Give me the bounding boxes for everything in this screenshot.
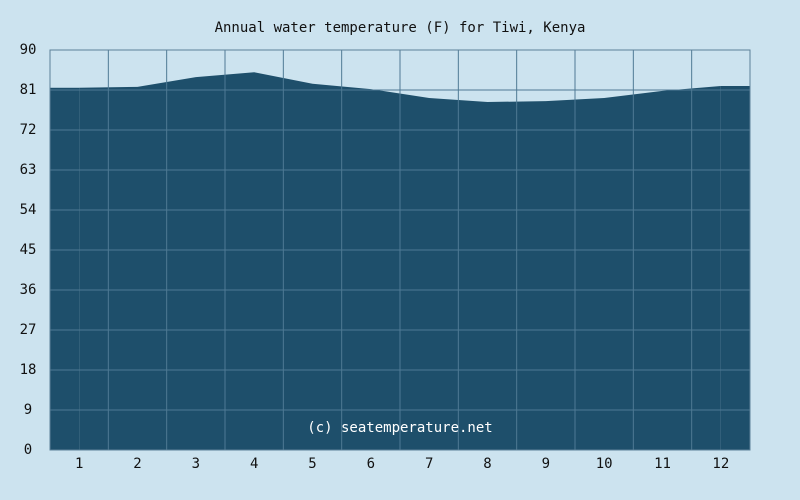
y-tick-label: 90 xyxy=(20,42,37,58)
y-tick-label: 18 xyxy=(20,362,37,378)
x-tick-label: 9 xyxy=(542,456,550,472)
chart-title: Annual water temperature (F) for Tiwi, K… xyxy=(215,20,586,36)
y-tick-label: 63 xyxy=(20,162,37,178)
x-tick-label: 6 xyxy=(367,456,375,472)
x-tick-label: 8 xyxy=(483,456,491,472)
x-tick-label: 12 xyxy=(712,456,729,472)
y-tick-label: 0 xyxy=(24,442,32,458)
y-tick-label: 27 xyxy=(20,322,37,338)
x-tick-label: 5 xyxy=(308,456,316,472)
y-tick-label: 72 xyxy=(20,122,37,138)
y-tick-label: 54 xyxy=(20,202,37,218)
x-tick-label: 11 xyxy=(654,456,671,472)
annotation: (c) seatemperature.net xyxy=(307,420,492,436)
plot-border xyxy=(49,49,751,451)
x-tick-label: 3 xyxy=(192,456,200,472)
x-tick-label: 10 xyxy=(596,456,613,472)
y-tick-label: 36 xyxy=(20,282,37,298)
y-tick-label: 45 xyxy=(20,242,37,258)
y-tick-label: 81 xyxy=(20,82,37,98)
x-tick-label: 1 xyxy=(75,456,83,472)
x-tick-label: 7 xyxy=(425,456,433,472)
x-tick-label: 4 xyxy=(250,456,258,472)
y-tick-label: 9 xyxy=(24,402,32,418)
area-edge xyxy=(720,86,750,450)
x-tick-label: 2 xyxy=(133,456,141,472)
area-edge xyxy=(50,87,80,451)
